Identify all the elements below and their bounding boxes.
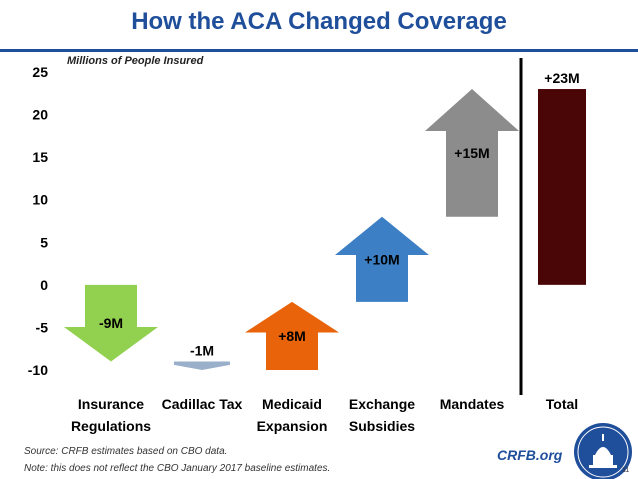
x-category-label: Mandates (440, 396, 505, 412)
arrow-0 (64, 284, 158, 362)
data-label: -1M (190, 342, 214, 358)
capitol-seal-icon (574, 423, 632, 479)
data-label: -9M (99, 315, 123, 331)
chart-subtitle: Millions of People Insured (67, 55, 204, 67)
x-category-label: Medicaid (262, 396, 322, 412)
x-category-label: Insurance (78, 396, 144, 412)
x-category-label: Subsidies (349, 418, 415, 434)
y-tick-label: 0 (40, 277, 48, 293)
brand-label: CRFB.org (497, 447, 563, 463)
x-category-label: Cadillac Tax (162, 396, 243, 412)
arrow-3 (335, 216, 429, 302)
waterfall-chart: -10 -5 0 5 10 15 20 25 -9M -1M +8M +10M +15M +23M Insu… (28, 58, 586, 434)
baseline-note: Note: this does not reflect the CBO Janu… (24, 463, 331, 474)
data-label: +23M (544, 70, 579, 86)
y-tick-label: 20 (32, 107, 48, 123)
y-tick-label: -5 (36, 319, 49, 335)
page-title: How the ACA Changed Coverage (131, 8, 507, 35)
source-note: Source: CRFB estimates based on CBO data… (24, 446, 228, 457)
y-tick-label: 10 (32, 192, 48, 208)
data-label: +15M (454, 145, 489, 161)
arrow-1 (174, 361, 230, 370)
y-tick-label: 25 (32, 64, 48, 80)
arrow-2 (245, 301, 339, 370)
data-label: +8M (278, 328, 306, 344)
x-category-label: Expansion (257, 418, 328, 434)
y-tick-label: 15 (32, 149, 48, 165)
data-label: +10M (364, 251, 399, 267)
page-number: 11 (622, 467, 630, 474)
x-category-label: Total (546, 396, 578, 412)
x-category-label: Regulations (71, 418, 151, 434)
x-category-label: Exchange (349, 396, 415, 412)
arrow-4 (425, 89, 519, 217)
title-underline (0, 49, 638, 52)
y-tick-label: -10 (28, 362, 48, 378)
y-tick-label: 5 (40, 234, 48, 250)
bar-total (538, 89, 586, 285)
